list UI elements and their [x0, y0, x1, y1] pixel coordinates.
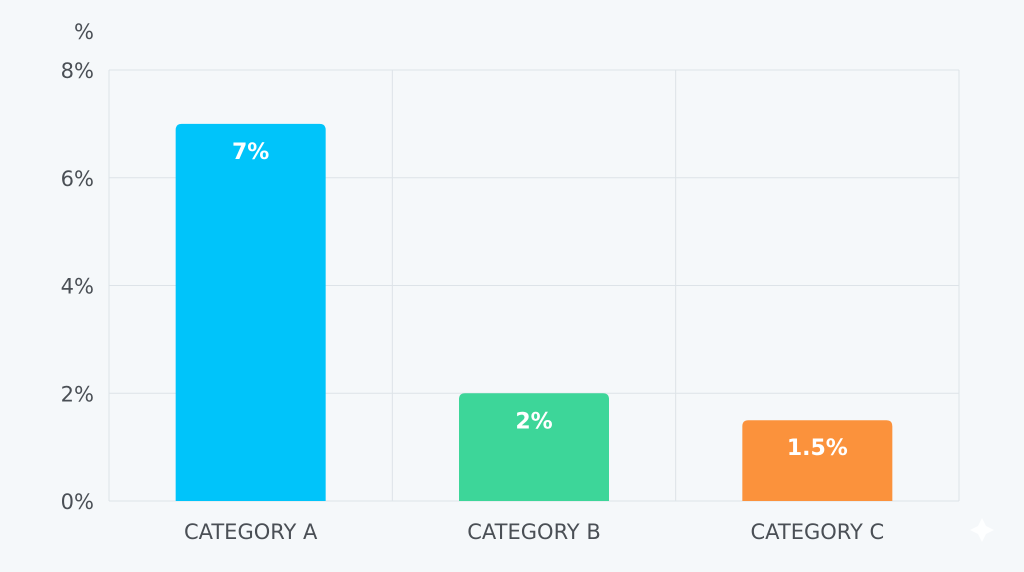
y-tick-label: 2% — [61, 382, 94, 406]
bar — [175, 123, 326, 501]
data-labels-layer: 7% 2% 1.5% — [232, 140, 848, 461]
y-axis-ticks: 0% 2% 4% 6% 8% — [61, 59, 94, 514]
bars-layer — [175, 123, 893, 501]
bar — [742, 420, 893, 501]
x-category-label: CATEGORY A — [184, 520, 318, 544]
y-tick-label: 0% — [61, 490, 94, 514]
x-category-label: CATEGORY B — [467, 520, 600, 544]
x-axis-categories: CATEGORY A CATEGORY B CATEGORY C — [184, 520, 884, 544]
y-tick-label: 4% — [61, 275, 94, 299]
bar-value-label: 7% — [232, 140, 269, 165]
y-tick-label: 8% — [61, 59, 94, 83]
bar — [459, 393, 609, 501]
x-category-label: CATEGORY C — [750, 520, 884, 544]
y-axis-unit-label: % — [74, 20, 94, 44]
sparkle-icon — [970, 518, 994, 542]
bar-value-label: 1.5% — [787, 436, 848, 461]
bar-value-label: 2% — [515, 409, 552, 434]
y-tick-label: 6% — [61, 167, 94, 191]
